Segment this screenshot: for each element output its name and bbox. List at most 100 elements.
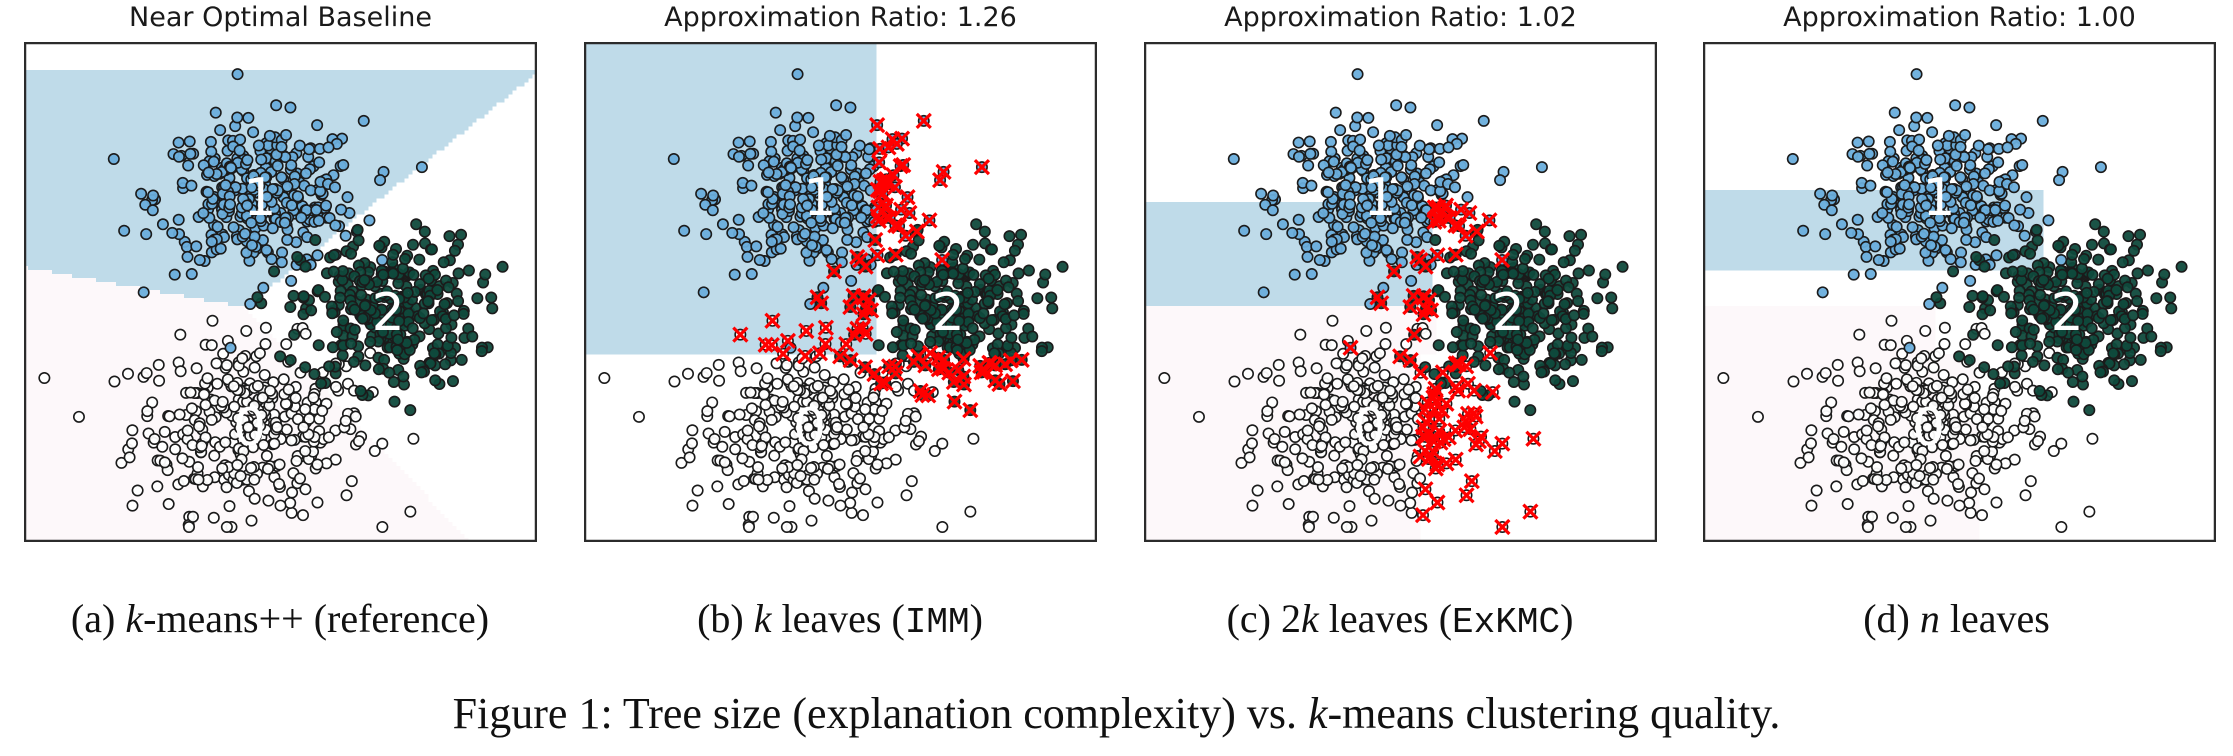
point-cluster-2	[1005, 331, 1018, 344]
mistake-x-marker	[880, 139, 897, 156]
point-cluster-2	[387, 248, 400, 261]
mistake-x-marker	[846, 326, 863, 343]
point-cluster-1	[1535, 161, 1548, 174]
point-cluster-2	[417, 307, 430, 320]
mistake-x-marker	[962, 402, 979, 419]
mistake-x-marker	[888, 135, 905, 153]
point-cluster-2	[956, 262, 969, 275]
point-cluster-1	[1375, 153, 1388, 166]
region-cluster-0	[1144, 518, 1421, 523]
mistake-x-marker	[857, 359, 874, 376]
point-cluster-0	[1874, 439, 1887, 452]
point-cluster-2	[2051, 363, 2064, 376]
point-cluster-0	[685, 437, 698, 450]
point-cluster-2	[345, 337, 358, 350]
mistake-x-marker	[1482, 344, 1499, 362]
point-cluster-2	[2066, 267, 2079, 280]
mistake-x-stroke	[870, 212, 887, 229]
mistake-x-stroke	[1373, 295, 1390, 312]
point-cluster-1	[227, 221, 240, 234]
point-cluster-0	[1861, 520, 1874, 533]
point-cluster-1	[757, 207, 770, 220]
point-cluster-1	[743, 135, 756, 148]
mistake-x-stroke	[1447, 217, 1464, 234]
region-cluster-1	[584, 50, 877, 55]
point-cluster-2	[1031, 292, 1044, 305]
point-cluster-1	[1864, 267, 1877, 280]
point-cluster-2	[327, 249, 340, 262]
point-cluster-0	[1895, 462, 1908, 475]
point-cluster-2	[1563, 230, 1576, 243]
point-cluster-2	[425, 314, 438, 327]
point-cluster-2	[1475, 289, 1488, 302]
mistake-x-stroke	[817, 319, 835, 336]
mistake-x-stroke	[846, 326, 863, 343]
region-cluster-0	[1144, 346, 1437, 351]
point-cluster-0	[1368, 473, 1381, 486]
point-cluster-0	[733, 408, 746, 421]
point-cluster-2	[351, 223, 364, 236]
region-cluster-0	[24, 534, 465, 539]
point-cluster-1	[1884, 235, 1897, 248]
point-cluster-0	[686, 499, 699, 512]
point-cluster-2	[1527, 268, 1540, 281]
mistake-x-marker	[1391, 348, 1409, 365]
region-cluster-1	[24, 202, 373, 207]
mistake-x-stroke	[997, 356, 1014, 373]
point-cluster-1	[245, 181, 258, 194]
point-cluster-1	[285, 199, 298, 212]
point-cluster-0	[742, 520, 755, 533]
point-cluster-0	[260, 449, 273, 462]
point-cluster-0	[822, 494, 835, 507]
point-cluster-0	[322, 431, 335, 444]
panel-d-svg: 012	[1703, 42, 2216, 542]
point-cluster-2	[443, 230, 456, 243]
mistake-x-marker	[1402, 298, 1419, 316]
mistake-x-stroke	[872, 375, 890, 392]
plot-frame	[24, 42, 537, 542]
point-cluster-1	[1359, 227, 1372, 240]
point-cluster-0	[912, 435, 925, 448]
region-cluster-0	[1144, 402, 1421, 407]
mistake-x-marker	[831, 348, 849, 365]
point-cluster-0	[936, 437, 949, 450]
point-cluster-0	[291, 413, 304, 426]
point-cluster-2	[445, 331, 458, 344]
point-cluster-0	[2031, 435, 2044, 448]
region-cluster-0	[1144, 490, 1421, 495]
mistake-x-stroke	[901, 204, 918, 222]
point-cluster-0	[1805, 499, 1818, 512]
point-cluster-1	[275, 256, 288, 269]
mistake-x-marker	[797, 347, 814, 365]
point-cluster-2	[947, 267, 960, 280]
point-cluster-1	[2055, 254, 2068, 267]
point-cluster-1	[1786, 153, 1799, 166]
point-cluster-0	[1956, 373, 1969, 386]
region-cluster-0	[1703, 350, 1936, 355]
point-cluster-0	[1871, 461, 1884, 474]
point-cluster-0	[1402, 383, 1415, 396]
mistake-x-marker	[935, 163, 952, 181]
point-cluster-1	[1960, 180, 1973, 193]
plot-frame	[584, 42, 1097, 542]
mistake-x-marker	[1414, 507, 1432, 524]
point-cluster-1	[1322, 186, 1335, 199]
point-cluster-2	[1045, 291, 1058, 304]
point-cluster-1	[185, 179, 198, 192]
point-cluster-0	[716, 440, 729, 453]
point-cluster-0	[853, 472, 866, 485]
point-cluster-1	[1942, 129, 1955, 142]
point-cluster-2	[878, 290, 891, 303]
point-cluster-1	[745, 179, 758, 192]
region-cluster-1	[584, 138, 877, 143]
point-cluster-1	[841, 233, 854, 246]
point-cluster-2	[1465, 247, 1478, 260]
region-cluster-0	[1703, 370, 1980, 375]
point-cluster-2	[446, 375, 459, 388]
region-cluster-1	[1703, 254, 2044, 259]
point-cluster-0	[339, 414, 352, 427]
point-cluster-0	[1294, 365, 1307, 378]
point-cluster-0	[824, 384, 837, 397]
point-cluster-1	[1286, 226, 1299, 239]
point-cluster-0	[811, 379, 824, 392]
